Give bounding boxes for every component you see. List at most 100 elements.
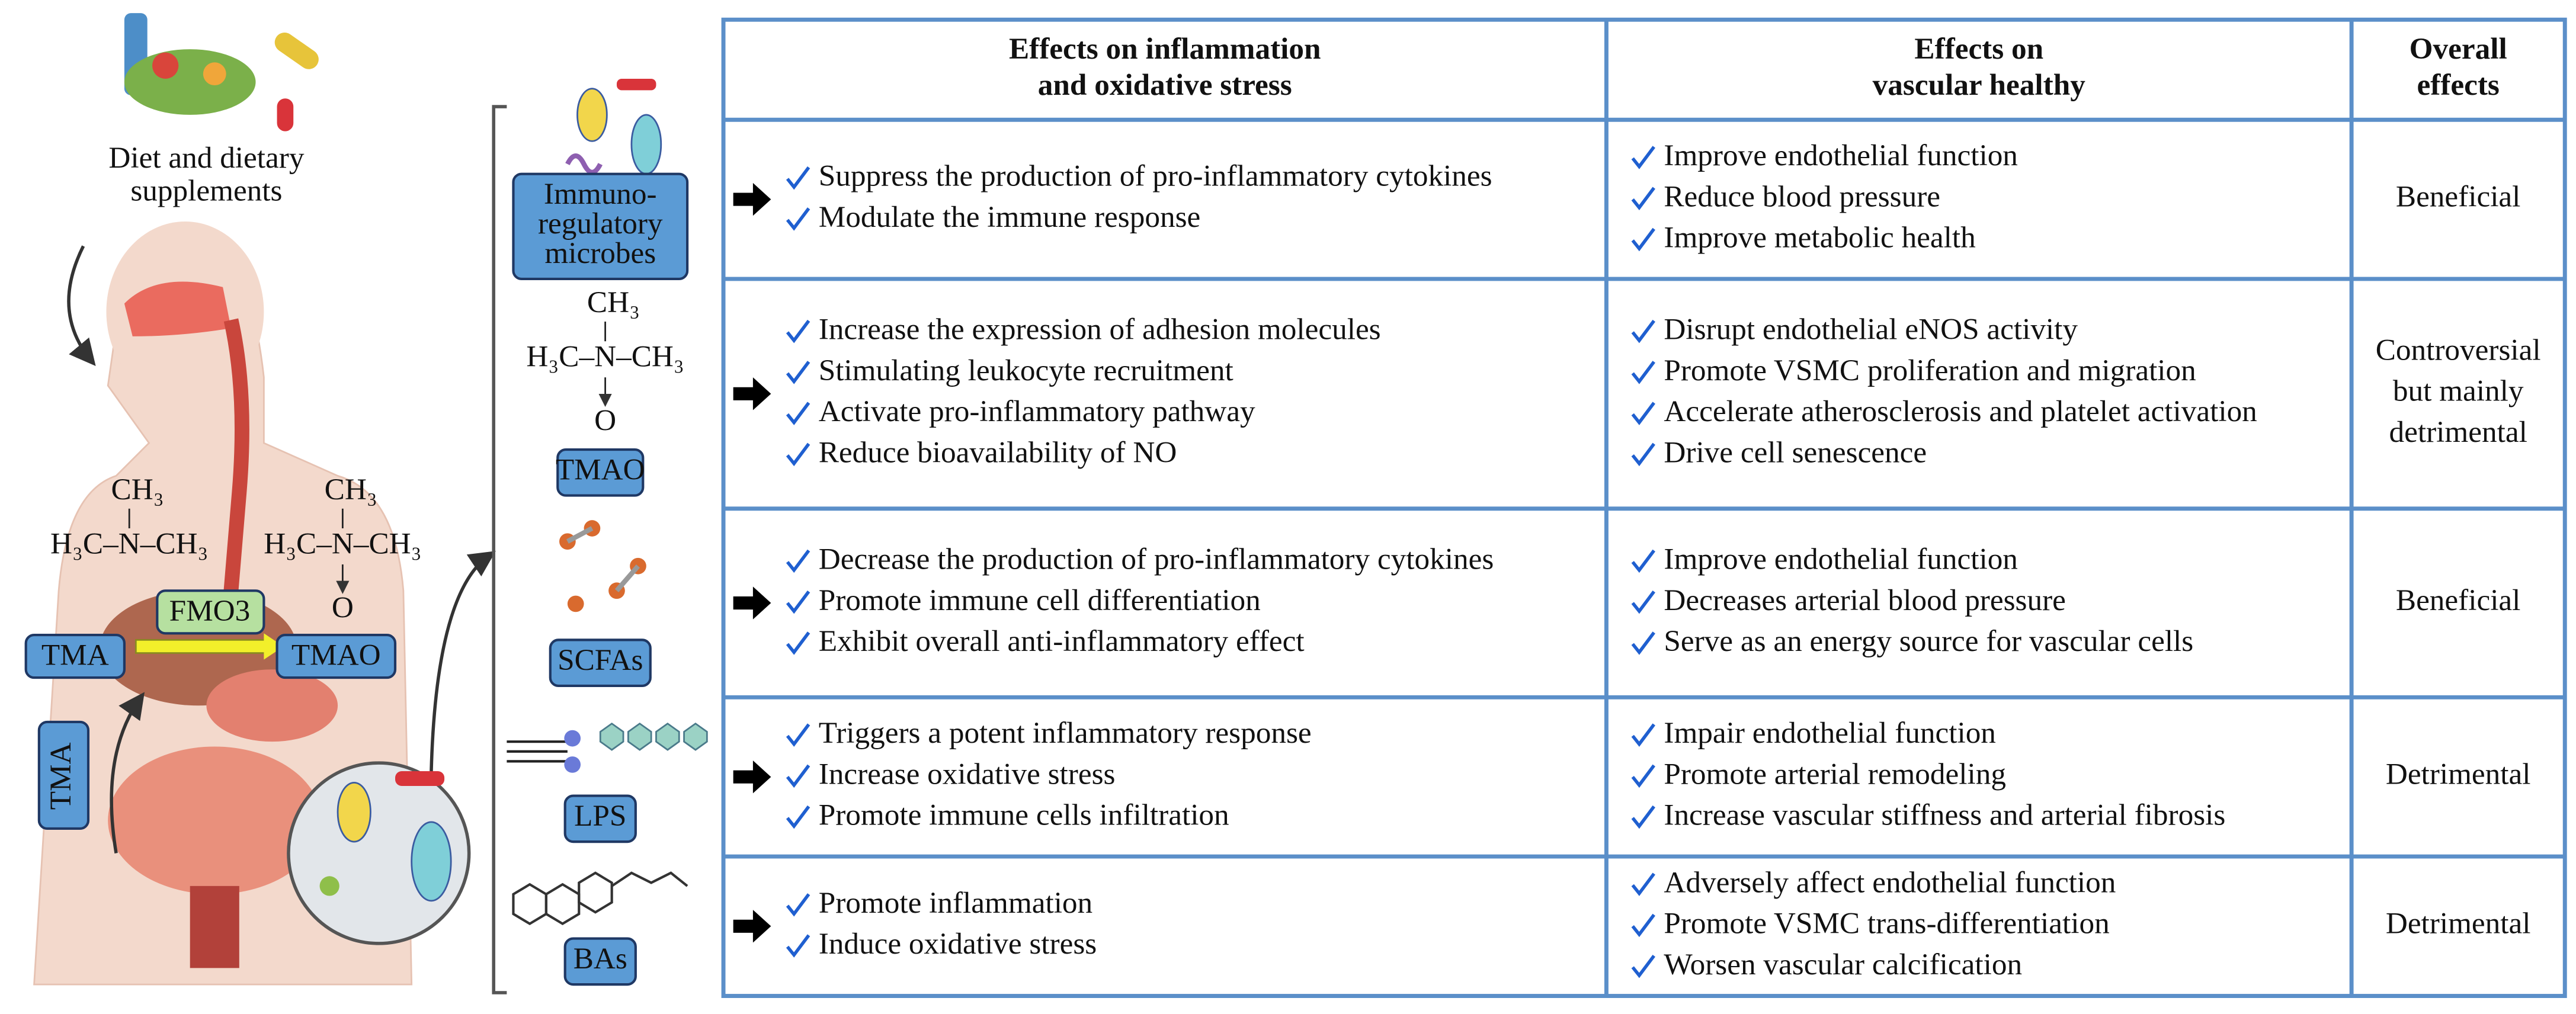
check-icon: [1631, 187, 1655, 210]
vascular-item: Improve endothelial function: [1664, 139, 2018, 172]
diet-label: supplements: [130, 174, 282, 208]
enzyme-label: FMO3: [169, 594, 251, 628]
check-icon: [1631, 146, 1655, 169]
check-icon: [1631, 549, 1655, 573]
inflammation-item: Promote inflammation: [819, 886, 1092, 920]
check-icon: [1631, 227, 1655, 252]
formula-top: CH₃: [325, 473, 377, 506]
formula-bottom: O: [594, 403, 616, 437]
vascular-item: Accelerate atherosclerosis and platelet …: [1664, 394, 2257, 428]
vascular-item: Increase vascular stiffness and arterial…: [1664, 798, 2225, 832]
row-icons: [507, 78, 708, 926]
agent-label: SCFAs: [558, 643, 643, 677]
formula-mid: H₃C–N–CH₃: [526, 339, 684, 373]
row-arrow: [733, 586, 771, 620]
check-icon: [1631, 913, 1655, 938]
tmao-box: [275, 634, 397, 679]
check-icon: [786, 319, 810, 344]
inflammation-item: Increase the expression of adhesion mole…: [819, 313, 1381, 346]
inflammation-item: Activate pro-inflammatory pathway: [819, 394, 1255, 428]
header-text: Overall: [2410, 32, 2507, 66]
check-icon: [786, 893, 810, 917]
tma-vertical-label: TMA: [44, 742, 78, 810]
inflammation-item: Decrease the production of pro-inflammat…: [819, 543, 1494, 576]
row-arrow: [733, 910, 771, 943]
agent-label-box: [563, 794, 637, 843]
vascular-item: Impair endothelial function: [1664, 716, 1996, 750]
check-icon: [786, 361, 810, 384]
check-icon: [1631, 954, 1655, 978]
inflammation-item: Modulate the immune response: [819, 200, 1201, 234]
agent-label: microbes: [544, 236, 656, 270]
tma-label: TMA: [41, 638, 109, 672]
formula-top: CH₃: [111, 473, 164, 506]
formula-mid: H₃C–N–CH₃: [50, 527, 208, 560]
check-icon: [1631, 442, 1655, 467]
check-icon: [786, 591, 810, 614]
body-illustration: [33, 13, 496, 986]
header-text: and oxidative stress: [1038, 68, 1292, 102]
agent-label-box: [563, 937, 637, 986]
inflammation-item: Triggers a potent inflammatory response: [819, 716, 1312, 750]
formula-top: CH₃: [587, 285, 640, 319]
row-arrow: [733, 377, 771, 410]
header-text: Effects on inflammation: [1009, 32, 1321, 66]
vascular-item: Promote arterial remodeling: [1664, 757, 2006, 791]
vascular-item: Adversely affect endothelial function: [1664, 865, 2116, 899]
overall-effect: Beneficial: [2396, 179, 2521, 213]
overall-effect: but mainly: [2393, 374, 2524, 408]
overall-effect: Controversial: [2376, 333, 2541, 367]
row-arrow: [733, 182, 771, 216]
inflammation-item: Suppress the production of pro-inflammat…: [819, 159, 1492, 193]
inflammation-item: Exhibit overall anti-inflammatory effect: [819, 624, 1305, 658]
diet-label: Diet and dietary: [108, 141, 304, 175]
check-icon: [1631, 319, 1655, 344]
vascular-item: Drive cell senescence: [1664, 436, 1927, 470]
check-icon: [1631, 591, 1655, 614]
check-icon: [786, 723, 810, 747]
overall-effect: Detrimental: [2386, 757, 2531, 791]
vascular-item: Reduce blood pressure: [1664, 179, 1940, 213]
check-icon: [1631, 805, 1655, 829]
vascular-item: Promote VSMC trans-differentiation: [1664, 907, 2109, 941]
tma-vertical-box: [37, 720, 90, 830]
formula-bottom: O: [332, 591, 354, 624]
tmao-label: TMAO: [291, 638, 381, 672]
check-icon: [1631, 872, 1655, 896]
agent-label-box: [512, 172, 689, 281]
inflammation-item: Increase oxidative stress: [819, 757, 1116, 791]
vascular-item: Improve endothelial function: [1664, 543, 2018, 576]
vascular-item: Disrupt endothelial eNOS activity: [1664, 313, 2078, 346]
vascular-item: Improve metabolic health: [1664, 221, 1975, 255]
agent-label: Immuno-: [544, 177, 657, 211]
vascular-item: Decreases arterial blood pressure: [1664, 583, 2066, 617]
overall-effect: Detrimental: [2386, 907, 2531, 941]
tma-box: [24, 634, 126, 679]
check-icon: [786, 631, 810, 655]
header-text: vascular healthy: [1873, 68, 2086, 102]
bracket: [492, 105, 507, 994]
agent-label-box: [556, 448, 645, 497]
check-icon: [786, 207, 810, 231]
agent-label: TMAO: [556, 453, 645, 487]
check-icon: [1631, 361, 1655, 384]
check-icon: [786, 764, 810, 788]
check-icon: [786, 934, 810, 958]
check-icon: [786, 805, 810, 829]
check-icon: [1631, 631, 1655, 655]
agent-label: BAs: [573, 942, 627, 976]
inflammation-item: Promote immune cells infiltration: [819, 798, 1229, 832]
check-icon: [786, 166, 810, 190]
vascular-item: Serve as an energy source for vascular c…: [1664, 624, 2193, 658]
check-icon: [1631, 723, 1655, 747]
inflammation-item: Stimulating leukocyte recruitment: [819, 354, 1233, 387]
overall-effect: Beneficial: [2396, 583, 2521, 617]
inflammation-item: Reduce bioavailability of NO: [819, 436, 1177, 470]
check-icon: [786, 549, 810, 573]
formula-mid: H₃C–N–CH₃: [264, 527, 421, 560]
row-arrow: [733, 761, 771, 794]
check-icon: [1631, 402, 1655, 425]
inflammation-item: Induce oxidative stress: [819, 927, 1097, 961]
